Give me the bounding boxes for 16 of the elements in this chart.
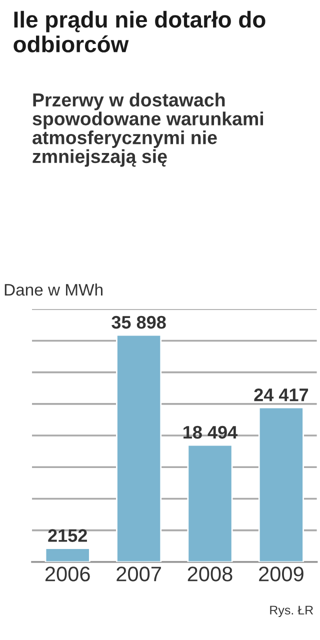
bar — [187, 444, 233, 562]
x-tick-label: 2007 — [116, 566, 161, 582]
chart-title: Ile prądu nie dotarło do odbiorców — [14, 10, 266, 52]
bar — [258, 406, 304, 562]
x-tick-label: 2006 — [45, 566, 90, 582]
text: Rys. ŁR — [270, 606, 314, 618]
data-label: 18 494 — [184, 426, 238, 439]
data-label: 35 898 — [112, 316, 166, 329]
bar — [116, 334, 162, 562]
y-axis-title: Dane w MWh — [4, 283, 102, 296]
data-label: 24 417 — [254, 388, 308, 402]
data-label: 2152 — [48, 529, 87, 542]
bar — [44, 548, 90, 562]
x-tick-label: 2009 — [259, 566, 304, 582]
chart-subtitle: Przerwy w dostawach spowodowane warunkami atmosferycznymi nie zmniejszają się — [32, 92, 264, 167]
x-tick-label: 2008 — [188, 566, 232, 582]
